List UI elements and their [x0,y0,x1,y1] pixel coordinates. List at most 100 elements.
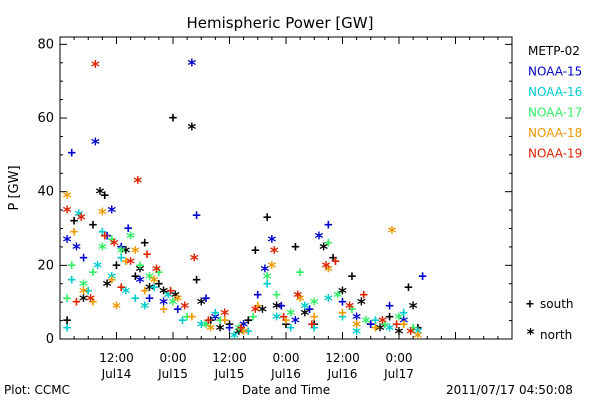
y-tick-label: 20 [37,258,54,273]
data-point: + [155,276,163,292]
y-axis: 0 20 40 60 80 [37,37,512,347]
data-point: * [290,314,300,334]
data-point: + [84,283,92,299]
data-point: * [135,262,145,282]
data-point: * [149,273,159,293]
y-tick-label: 40 [37,185,54,200]
data-point: + [348,302,356,318]
data-point: + [70,213,78,229]
data-point: * [187,120,197,140]
data-point: * [271,299,281,319]
data-point: * [234,325,244,345]
data-point: * [201,317,211,337]
data-point: + [308,316,316,332]
x-axis: 12:00 Jul14 0:00 Jul15 12:00 Jul15 0:00 Jul16 12… [73,37,499,381]
data-point: * [90,135,100,155]
data-point: * [196,295,206,315]
data-point: + [101,187,109,203]
data-point: + [225,316,233,332]
data-point: * [62,233,72,253]
data-point: + [68,145,76,161]
plot-timestamp: 2011/07/17 04:50:08 [446,383,573,397]
data-point: + [145,290,153,306]
data-point: + [159,302,167,318]
data-point: * [130,244,140,264]
data-point: * [140,299,150,319]
data-point: * [85,291,95,311]
data-point: * [295,291,305,311]
data-point: * [133,174,143,194]
x-tick-time-label: 0:00 [386,351,413,365]
data-point: * [333,288,343,308]
data-point: * [413,328,423,348]
data-point: * [323,262,333,282]
data-point: * [62,203,72,223]
data-point: + [296,265,304,281]
data-point: + [72,294,80,310]
data-point: + [206,313,214,329]
data-point: * [78,291,88,311]
data-point: + [282,313,290,329]
data-point: * [95,185,105,205]
data-point: * [250,303,260,323]
data-point: + [141,235,149,251]
data-point: * [107,269,117,289]
data-point: * [97,240,107,260]
data-point: + [101,228,109,244]
data-point: + [178,313,186,329]
data-point: * [187,56,197,76]
legend-marker-symbol: + [526,297,534,312]
data-point: + [381,316,389,332]
data-point: * [323,291,333,311]
data-point: * [337,284,347,304]
data-point: * [260,262,270,282]
data-point: + [63,320,71,336]
data-point: + [263,209,271,225]
data-point: + [331,254,339,270]
legend-marker-label: south [540,297,574,311]
x-tick-time-label: 12:00 [212,351,247,365]
data-point: * [269,244,279,264]
data-point: + [244,324,252,340]
data-point: * [321,258,331,278]
data-point: + [225,320,233,336]
data-point: * [74,207,84,227]
data-point: * [375,321,385,341]
data-point: + [79,250,87,266]
data-point: * [406,325,416,345]
data-point: * [168,295,178,315]
data-point: + [414,320,422,336]
x-tick-date-label: Jul17 [383,367,414,381]
data-point: * [293,288,303,308]
data-point: + [282,316,290,332]
data-point: + [324,217,332,233]
data-point: + [221,313,229,329]
data-point: + [279,309,287,325]
data-point: + [131,290,139,306]
data-point: * [93,258,103,278]
data-point: * [352,317,362,337]
data-point: * [344,299,354,319]
data-point: * [408,299,418,319]
data-point: * [399,314,409,334]
data-point: * [144,280,154,300]
data-point: + [348,268,356,284]
data-point: * [229,328,239,348]
x-tick-date-label: Jul16 [270,367,301,381]
data-point: + [173,302,181,318]
data-point: + [359,287,367,303]
data-point: * [78,284,88,304]
data-point: + [329,250,337,266]
data-point: * [144,269,154,289]
data-point: + [108,272,116,288]
data-point: + [141,283,149,299]
data-point: * [121,244,131,264]
data-point: * [163,288,173,308]
data-point: + [254,287,262,303]
data-point: * [352,325,362,345]
data-point: * [109,236,119,256]
data-point: * [158,284,168,304]
data-point: + [98,224,106,240]
data-point: + [404,279,412,295]
